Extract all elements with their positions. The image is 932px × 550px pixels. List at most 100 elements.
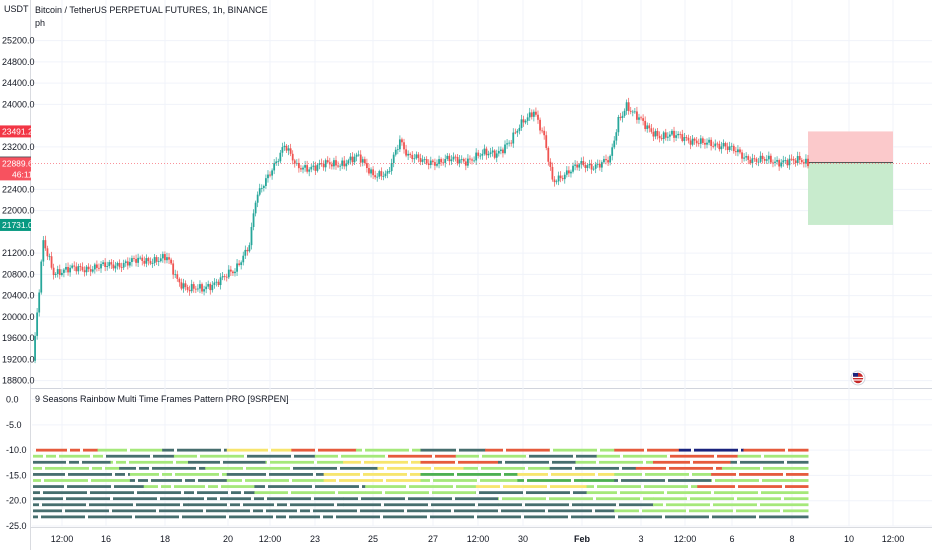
time-tick-label: 12:00 bbox=[674, 534, 697, 544]
band-gap bbox=[136, 466, 139, 470]
candle-body bbox=[219, 277, 222, 286]
time-tick-label: 30 bbox=[518, 534, 528, 544]
candle-body bbox=[145, 258, 148, 264]
band-segment bbox=[420, 473, 518, 476]
candle-body bbox=[681, 134, 684, 141]
band-gap bbox=[133, 503, 136, 507]
candle-body bbox=[267, 174, 269, 179]
candle-body bbox=[716, 143, 719, 145]
time-axis[interactable]: 12:00 16 18 20 12:00 23 25 27 12:00 30 Feb 3 12:00 6 8… bbox=[51, 534, 905, 544]
band-segment bbox=[526, 454, 598, 458]
chart-title[interactable]: Bitcoin / TetherUS PERPETUAL FUTURES, 1h… bbox=[35, 5, 268, 15]
candle-body bbox=[302, 167, 304, 170]
candle-body bbox=[98, 267, 100, 269]
candle-body bbox=[260, 188, 263, 189]
band-segment bbox=[743, 448, 809, 452]
candle-body bbox=[341, 160, 344, 166]
take-profit-zone[interactable] bbox=[808, 162, 893, 225]
candle-body bbox=[227, 269, 230, 278]
band-gap bbox=[428, 503, 431, 507]
candle-body bbox=[258, 188, 261, 195]
band-gap bbox=[291, 454, 294, 458]
candle-body bbox=[242, 255, 245, 263]
band-gap bbox=[39, 503, 42, 507]
candle-body bbox=[491, 150, 494, 153]
time-tick-label: 6 bbox=[729, 534, 734, 544]
band-gap bbox=[313, 472, 316, 477]
stop-loss-zone[interactable] bbox=[808, 131, 893, 163]
band-gap bbox=[499, 497, 502, 501]
band-gap bbox=[113, 460, 116, 464]
band-gap bbox=[689, 472, 692, 477]
candle-body bbox=[366, 163, 368, 169]
indicator-short-label[interactable]: ph bbox=[35, 18, 45, 28]
candle-body bbox=[351, 156, 354, 163]
band-gap bbox=[43, 454, 46, 458]
candle-body bbox=[415, 154, 418, 159]
candle-body bbox=[543, 130, 546, 136]
price-axis[interactable]: 25200.0 24800.0 24400.0 24000.0 23200.0 22400… bbox=[2, 36, 35, 386]
band-segment bbox=[614, 473, 712, 476]
band-gap bbox=[380, 515, 383, 519]
candle-body bbox=[726, 146, 729, 151]
candle-body bbox=[790, 158, 793, 160]
candle-body bbox=[209, 284, 212, 291]
band-gap bbox=[688, 484, 691, 489]
band-gap bbox=[243, 466, 246, 470]
band-gap bbox=[640, 497, 643, 501]
band-gap bbox=[781, 497, 784, 501]
band-gap bbox=[241, 491, 244, 495]
band-gap bbox=[288, 491, 291, 495]
band-gap bbox=[664, 491, 667, 495]
flag-icon[interactable] bbox=[850, 370, 866, 386]
candle-body bbox=[42, 240, 45, 262]
candle-body bbox=[516, 130, 519, 133]
price-tick-label: 20800.0 bbox=[2, 269, 35, 279]
band-gap bbox=[134, 491, 137, 495]
band-gap bbox=[159, 472, 162, 477]
candle-body bbox=[547, 147, 550, 162]
candle-body bbox=[592, 168, 595, 170]
band-gap bbox=[735, 484, 738, 489]
candle-body bbox=[743, 157, 746, 159]
candle-body bbox=[541, 130, 544, 132]
candle-body bbox=[289, 148, 292, 154]
candle-body bbox=[654, 130, 657, 137]
band-segment bbox=[226, 448, 292, 452]
candle-body bbox=[565, 170, 568, 175]
candle-body bbox=[285, 145, 288, 151]
band-segment bbox=[33, 503, 189, 507]
band-gap bbox=[65, 472, 68, 477]
candle-body bbox=[207, 284, 210, 287]
candle-body bbox=[792, 159, 795, 161]
band-gap bbox=[758, 491, 761, 495]
band-gap bbox=[217, 497, 220, 501]
candle-body bbox=[143, 260, 146, 264]
candle-body bbox=[574, 164, 576, 166]
candle-body bbox=[427, 163, 430, 166]
candle-body bbox=[487, 153, 490, 156]
candle-body bbox=[518, 127, 521, 131]
band-segment bbox=[420, 479, 518, 482]
candle-body bbox=[194, 288, 197, 290]
candle-body bbox=[788, 158, 791, 166]
indicator-title[interactable]: 9 Seasons Rainbow Multi Time Frames Patt… bbox=[35, 394, 289, 404]
band-gap bbox=[384, 466, 387, 470]
candle-body bbox=[322, 163, 325, 168]
candle-body bbox=[287, 148, 290, 151]
band-gap bbox=[315, 448, 318, 452]
band-segment bbox=[549, 448, 615, 452]
band-gap bbox=[477, 478, 480, 483]
band-gap bbox=[90, 454, 93, 458]
band-gap bbox=[89, 466, 92, 470]
candle-body bbox=[421, 159, 424, 162]
candle-body bbox=[784, 160, 787, 161]
candle-body bbox=[568, 170, 570, 174]
position-tool[interactable] bbox=[808, 131, 893, 225]
band-segment bbox=[697, 485, 809, 488]
indicator-axis[interactable]: 0.0 -5.0 -10.0 -15.0 -20.0 -25.0 bbox=[6, 395, 27, 531]
candle-body bbox=[502, 149, 504, 154]
band-gap bbox=[172, 472, 175, 477]
candle-body bbox=[477, 152, 480, 156]
